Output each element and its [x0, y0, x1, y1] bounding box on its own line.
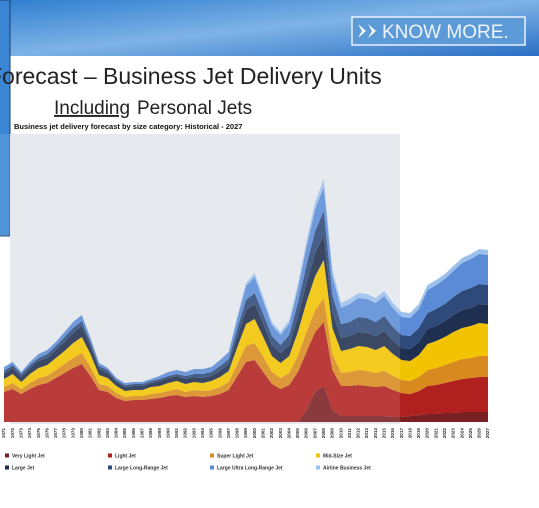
- x-tick-label: 2008: [321, 428, 326, 439]
- x-tick-label: 1999: [243, 428, 248, 439]
- legend-swatch: [210, 466, 214, 470]
- x-tick-label: 1991: [174, 428, 179, 439]
- x-tick-label: 1978: [62, 428, 67, 439]
- x-tick-label: 2004: [286, 428, 291, 439]
- x-tick-label: 2017: [399, 428, 404, 439]
- x-tick-label: 2005: [295, 428, 300, 439]
- legend-swatch: [316, 466, 320, 470]
- x-tick-label: 2025: [468, 428, 473, 439]
- slide-title: Forecast – Business Jet Delivery Units: [0, 63, 382, 89]
- legend-label: Light Jet: [115, 454, 136, 460]
- x-tick-label: 2007: [312, 428, 317, 439]
- x-tick-label: 2018: [407, 428, 412, 439]
- x-tick-label: 1973: [19, 428, 24, 439]
- x-tick-label: 2013: [364, 428, 369, 439]
- x-tick-label: 2022: [442, 428, 447, 439]
- page: {"header": {"button": "KNOW MORE.", "tit…: [0, 0, 539, 508]
- x-tick-label: 1976: [44, 428, 49, 439]
- legend-label: Large Long-Range Jet: [115, 466, 168, 472]
- x-tick-label: 2021: [433, 428, 438, 439]
- x-tick-label: 1989: [157, 428, 162, 439]
- x-tick-label: 2006: [304, 428, 309, 439]
- x-tick-label: 1979: [70, 428, 75, 439]
- x-tick-label: 1987: [140, 428, 145, 439]
- x-tick-label: 1996: [217, 428, 222, 439]
- x-tick-label: 1994: [200, 428, 205, 439]
- legend-swatch: [5, 466, 9, 470]
- button-label[interactable]: KNOW MORE.: [382, 22, 509, 43]
- x-tick-label: 1981: [88, 428, 93, 439]
- historical-shade: [0, 134, 400, 424]
- x-tick-label: 2000: [252, 428, 257, 439]
- x-tick-label: 2026: [477, 428, 482, 439]
- x-tick-label: 2012: [356, 428, 361, 439]
- x-tick-label: 2015: [382, 428, 387, 439]
- x-tick-label: 2001: [261, 428, 266, 439]
- x-tick-label: 2009: [330, 428, 335, 439]
- legend-label: Airline Business Jet: [323, 466, 371, 472]
- x-tick-label: 1971: [1, 428, 6, 439]
- x-tick-label: 1988: [148, 428, 153, 439]
- x-tick-label: 1980: [79, 428, 84, 439]
- x-tick-label: 2010: [338, 428, 343, 439]
- x-tick-label: 1990: [165, 428, 170, 439]
- legend-label: Mid-Size Jet: [323, 454, 352, 460]
- chart-title: Business jet delivery forecast by size c…: [14, 122, 242, 131]
- x-tick-label: 1998: [235, 428, 240, 439]
- x-tick-label: 2011: [347, 428, 352, 438]
- subtitle-underlined: Including: [54, 98, 130, 119]
- legend-swatch: [108, 466, 112, 470]
- x-tick-label: 1993: [191, 428, 196, 439]
- legend-label: Super Light Jet: [217, 454, 254, 460]
- legend-label: Large Jet: [12, 466, 35, 472]
- x-tick-label: 1997: [226, 428, 231, 439]
- x-tick-label: 1985: [122, 428, 127, 439]
- legend-swatch: [5, 454, 9, 458]
- x-tick-label: 2023: [451, 428, 456, 439]
- legend-swatch: [210, 454, 214, 458]
- x-tick-label: 1986: [131, 428, 136, 439]
- x-tick-label: 1972: [10, 428, 15, 439]
- x-tick-label: 2020: [425, 428, 430, 439]
- x-tick-label: 1974: [27, 428, 32, 439]
- legend-label: Large Ultra Long-Range Jet: [217, 466, 283, 472]
- x-tick-label: 1975: [36, 428, 41, 439]
- x-tick-label: 1995: [209, 428, 214, 439]
- x-tick-label: 2019: [416, 428, 421, 439]
- x-tick-label: 2024: [459, 428, 464, 439]
- subtitle: Personal Jets: [137, 98, 252, 119]
- x-tick-label: 1983: [105, 428, 110, 439]
- x-tick-label: 1984: [114, 428, 119, 439]
- legend-swatch: [108, 454, 112, 458]
- x-tick-label: 2002: [269, 428, 274, 439]
- legend-label: Very Light Jet: [12, 454, 45, 460]
- x-tick-label: 2016: [390, 428, 395, 439]
- x-tick-label: 2014: [373, 428, 378, 439]
- x-tick-label: 1992: [183, 428, 188, 439]
- x-tick-label: 2027: [485, 428, 490, 439]
- legend-swatch: [316, 454, 320, 458]
- x-tick-label: 1982: [96, 428, 101, 439]
- slide: KNOW MORE. Forecast – Business Jet Deliv…: [0, 0, 539, 508]
- x-tick-label: 1977: [53, 428, 58, 439]
- x-tick-label: 2003: [278, 428, 283, 439]
